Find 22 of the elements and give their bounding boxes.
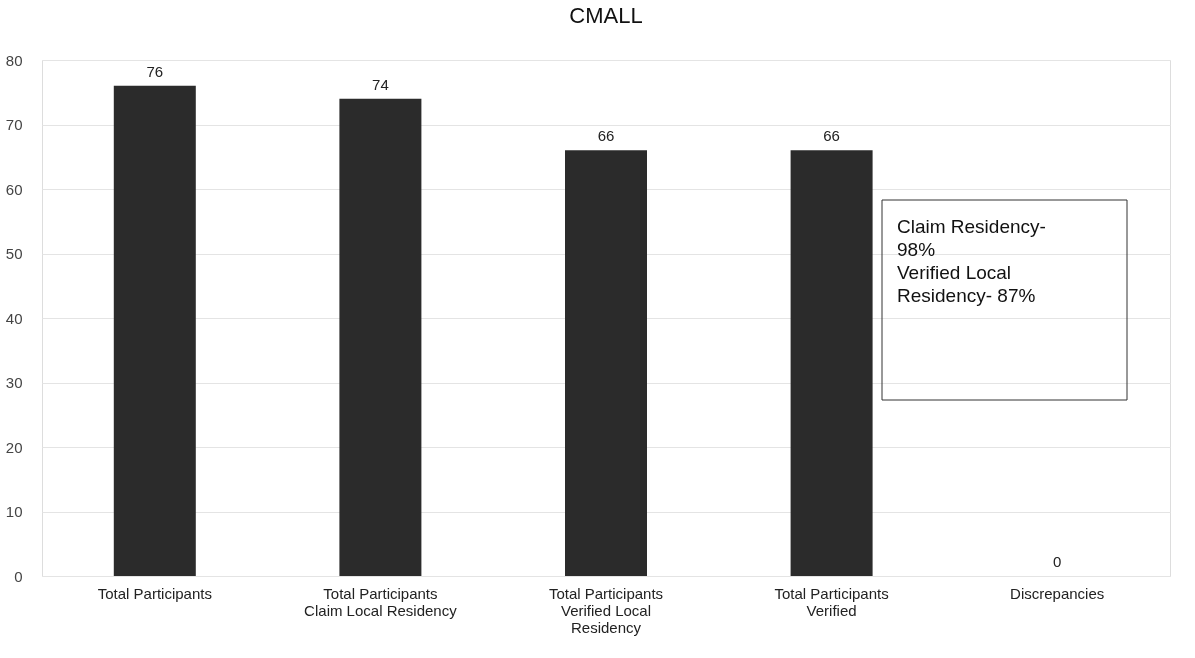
x-tick-label: Discrepancies xyxy=(1010,584,1105,602)
annotation: Claim Residency- 98% xyxy=(897,216,1046,260)
annotation: Verified Local Residency- 87% xyxy=(897,262,1036,306)
y-tick-label: 10 xyxy=(5,503,23,520)
data-label: 66 xyxy=(823,127,840,145)
y-tick-label: 30 xyxy=(5,374,23,391)
data-label: 76 xyxy=(146,62,164,80)
y-tick-label: 50 xyxy=(5,245,23,262)
data-label: 74 xyxy=(372,75,389,93)
x-tick-label: Total Participants Verified xyxy=(774,584,889,619)
y-tick-label: 20 xyxy=(5,438,23,456)
y-tick-label: 40 xyxy=(5,309,23,327)
y-tick-label: 60 xyxy=(5,180,23,198)
chart-title: CMALL xyxy=(569,3,643,28)
data-label: 66 xyxy=(597,127,615,145)
x-tick-label: Total Participants Verified Local Residency xyxy=(548,584,664,636)
y-tick-label: 0 xyxy=(14,567,23,585)
data-label: 0 xyxy=(1053,553,1062,570)
y-tick-label: 80 xyxy=(5,51,23,69)
y-tick-label: 70 xyxy=(5,116,23,133)
x-tick-label: Total Participants xyxy=(97,584,212,602)
x-tick-label: Total Participants Claim Local Residency xyxy=(304,584,458,619)
